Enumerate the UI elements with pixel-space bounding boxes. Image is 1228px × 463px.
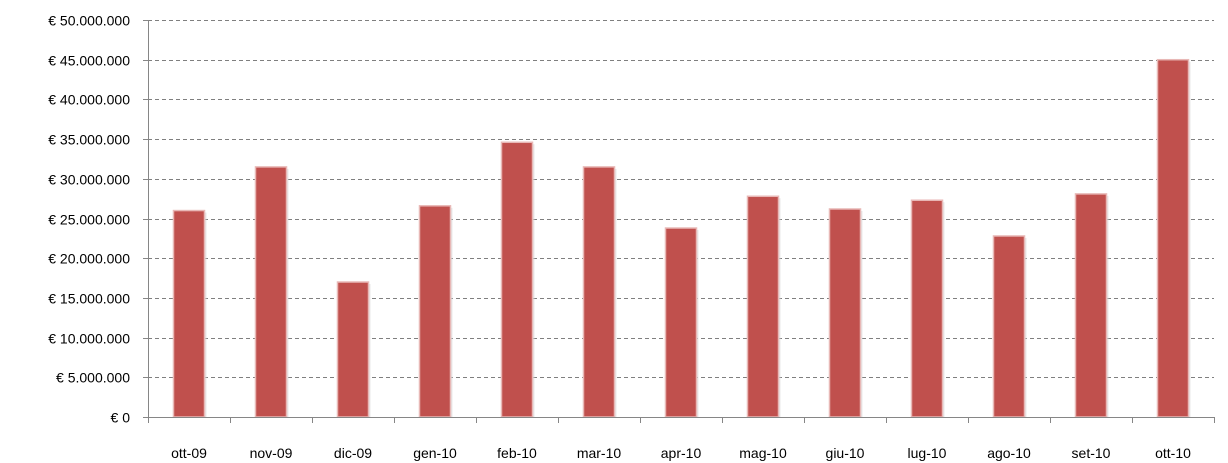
bar-mar-10 — [582, 166, 616, 418]
tick-labels: € 0 € 5.000.000 € 10.000.000 € 15.000.000 € … — [48, 13, 1191, 462]
x-tick-label: feb-10 — [497, 445, 537, 461]
bar-ott-09 — [172, 209, 206, 418]
bar-mag-10 — [746, 195, 780, 418]
y-tick-label: € 25.000.000 — [48, 212, 130, 228]
x-tick-label: set-10 — [1072, 445, 1111, 461]
bar-ott-10 — [1156, 58, 1190, 418]
bar-apr-10 — [664, 227, 698, 418]
x-tick-label: ott-10 — [1155, 445, 1191, 461]
x-tick-label: gen-10 — [413, 445, 457, 461]
y-tick-label: € 45.000.000 — [48, 53, 130, 69]
bar-feb-10 — [500, 141, 534, 418]
y-tick-label: € 20.000.000 — [48, 251, 130, 267]
y-tick-label: € 35.000.000 — [48, 132, 130, 148]
x-tick-label: mag-10 — [739, 445, 787, 461]
y-tick-label: € 0 — [111, 410, 131, 426]
x-tick-label: apr-10 — [661, 445, 702, 461]
x-tick-label: nov-09 — [250, 445, 293, 461]
bar-ago-10 — [992, 235, 1026, 418]
bar-dic-09 — [336, 281, 370, 418]
x-tick-label: giu-10 — [826, 445, 865, 461]
y-tick-label: € 15.000.000 — [48, 291, 130, 307]
bar-giu-10 — [828, 208, 862, 418]
x-tick-label: lug-10 — [908, 445, 947, 461]
y-tick-label: € 10.000.000 — [48, 331, 130, 347]
bar-gen-10 — [418, 205, 452, 418]
bar-lug-10 — [910, 199, 944, 418]
y-tick-label: € 50.000.000 — [48, 13, 130, 29]
axes — [143, 20, 1215, 423]
bars — [172, 58, 1191, 418]
x-tick-label: dic-09 — [334, 445, 372, 461]
x-tick-label: ott-09 — [171, 445, 207, 461]
x-tick-label: ago-10 — [987, 445, 1031, 461]
y-tick-label: € 5.000.000 — [56, 370, 130, 386]
bar-set-10 — [1074, 193, 1108, 418]
bar-nov-09 — [254, 166, 288, 418]
y-tick-label: € 40.000.000 — [48, 92, 130, 108]
x-tick-label: mar-10 — [577, 445, 622, 461]
y-tick-label: € 30.000.000 — [48, 172, 130, 188]
